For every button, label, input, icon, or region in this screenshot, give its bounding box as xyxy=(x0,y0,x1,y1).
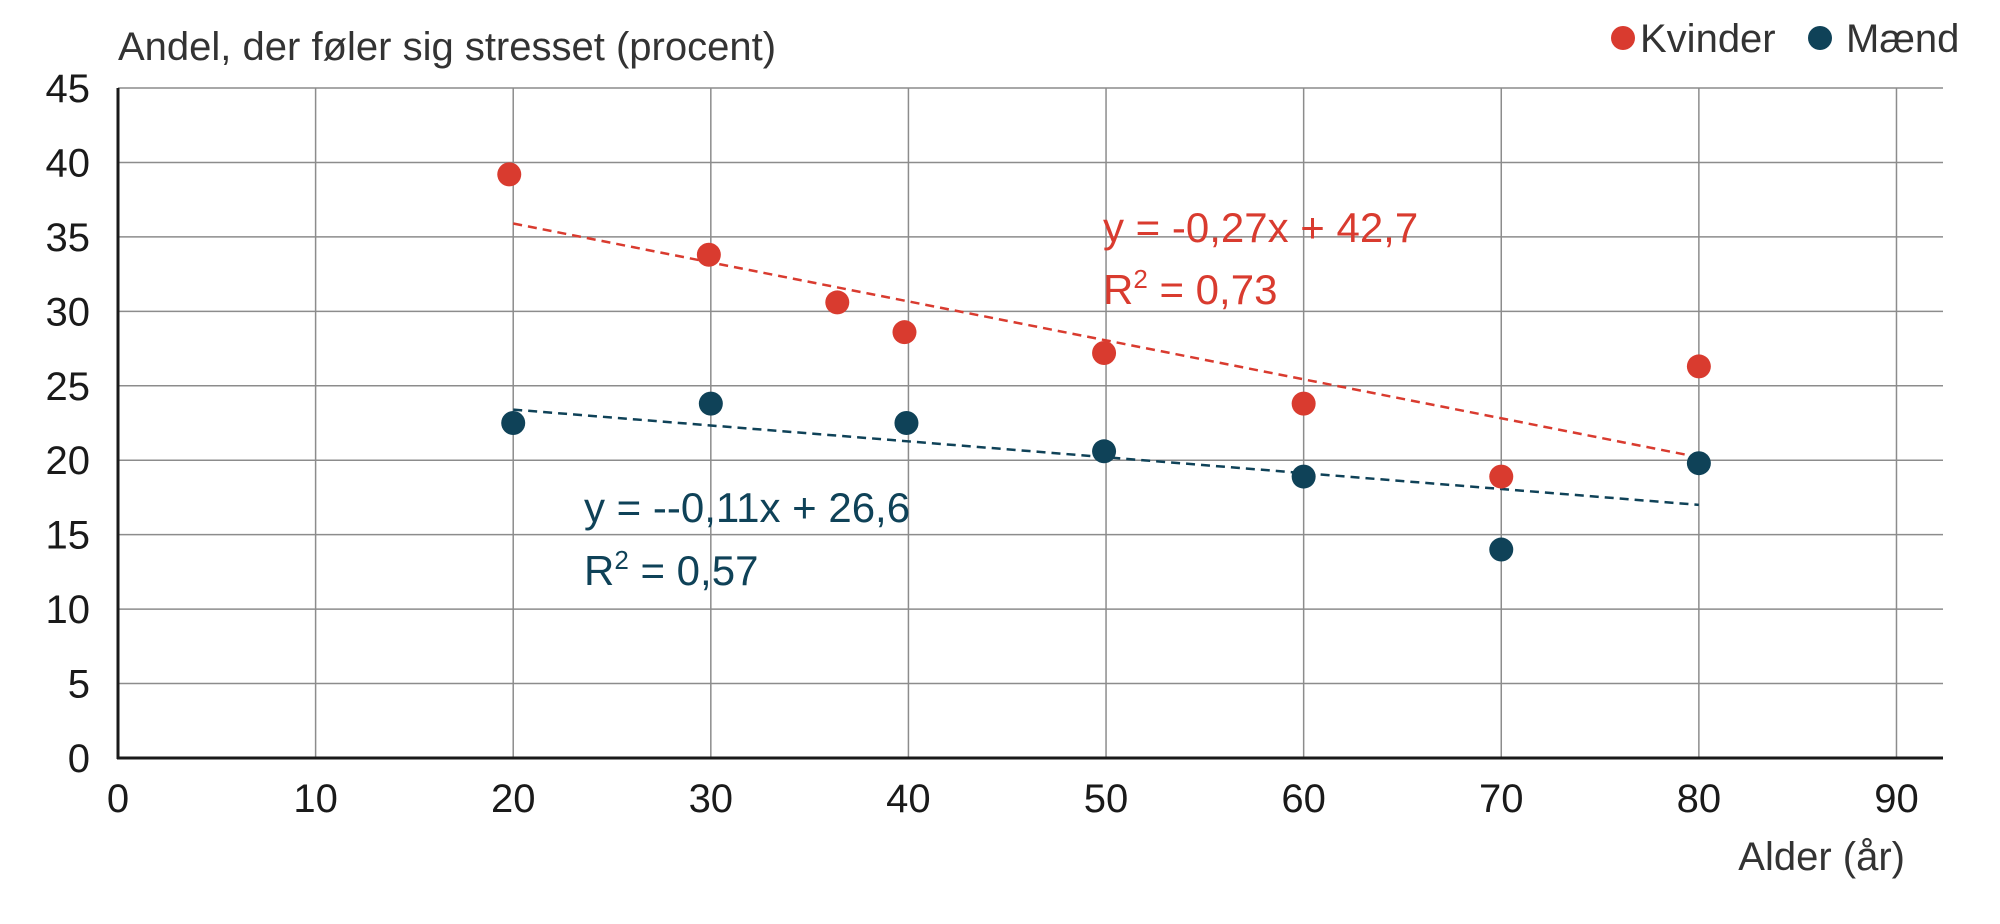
legend-label-kvinder: Kvinder xyxy=(1640,17,1776,61)
r2-prefix-maend: R xyxy=(584,547,614,594)
data-point-kvinder xyxy=(825,290,850,315)
x-axis-title: Alder (år) xyxy=(1738,835,1905,879)
r2-value-kvinder: = 0,73 xyxy=(1148,266,1278,313)
x-tick-label: 10 xyxy=(293,777,338,821)
x-tick-label: 80 xyxy=(1677,777,1722,821)
data-point-kvinder xyxy=(1291,391,1316,416)
data-point-kvinder xyxy=(1489,464,1514,489)
y-axis-title: Andel, der føler sig stresset (procent) xyxy=(118,25,776,69)
annotation-maend: y = --0,11x + 26,6 R2 = 0,57 xyxy=(584,484,910,594)
data-point-maend xyxy=(698,391,723,416)
annotation-kvinder: y = -0,27x + 42,7 R2 = 0,73 xyxy=(1103,204,1418,313)
data-point-maend xyxy=(1489,537,1514,562)
axes: 0 5 10 15 20 25 30 35 40 45 0 10 20 30 40 50 60 70 80 90 xyxy=(46,67,1943,821)
legend-marker-maend xyxy=(1808,26,1832,50)
y-tick-label: 15 xyxy=(46,514,91,558)
equation-kvinder: y = -0,27x + 42,7 xyxy=(1103,204,1418,251)
y-tick-label: 45 xyxy=(46,67,91,111)
x-tick-label: 60 xyxy=(1281,777,1326,821)
legend-marker-kvinder xyxy=(1611,26,1635,50)
r2-exp-maend: 2 xyxy=(614,545,628,575)
r2-prefix-kvinder: R xyxy=(1103,266,1133,313)
data-point-maend xyxy=(1686,451,1711,476)
data-point-kvinder xyxy=(892,320,917,345)
y-tick-label: 35 xyxy=(46,216,91,260)
r-squared-maend: R2 = 0,57 xyxy=(584,545,758,594)
x-tick-label: 0 xyxy=(107,777,129,821)
y-tick-label: 0 xyxy=(68,737,90,781)
y-tick-label: 30 xyxy=(46,290,91,334)
data-point-kvinder xyxy=(1686,354,1711,379)
r2-value-maend: = 0,57 xyxy=(629,547,759,594)
data-point-maend xyxy=(501,411,526,435)
y-tick-label: 5 xyxy=(68,663,90,707)
r-squared-kvinder: R2 = 0,73 xyxy=(1103,264,1277,313)
data-point-kvinder xyxy=(696,242,721,267)
y-tick-label: 20 xyxy=(46,439,91,483)
data-point-kvinder xyxy=(1092,341,1117,366)
x-tick-label: 30 xyxy=(689,777,734,821)
y-tick-label: 10 xyxy=(46,588,91,632)
data-points xyxy=(497,162,1711,562)
data-point-maend xyxy=(1291,464,1316,489)
x-tick-label: 50 xyxy=(1084,777,1129,821)
x-tick-label: 40 xyxy=(886,777,931,821)
grid xyxy=(118,87,1943,758)
x-tick-label: 20 xyxy=(491,777,536,821)
y-tick-label: 40 xyxy=(46,141,91,185)
x-tick-label: 90 xyxy=(1874,777,1919,821)
x-tick-label: 70 xyxy=(1479,777,1524,821)
equation-maend: y = --0,11x + 26,6 xyxy=(584,484,910,531)
y-tick-label: 25 xyxy=(46,365,91,409)
legend: Kvinder Mænd xyxy=(1611,17,1959,61)
data-point-maend xyxy=(894,411,919,435)
data-point-maend xyxy=(1092,439,1117,464)
data-point-kvinder xyxy=(497,162,522,187)
trend-line-maend xyxy=(513,408,1699,507)
r2-exp-kvinder: 2 xyxy=(1133,264,1147,294)
legend-label-maend: Mænd xyxy=(1846,17,1959,61)
